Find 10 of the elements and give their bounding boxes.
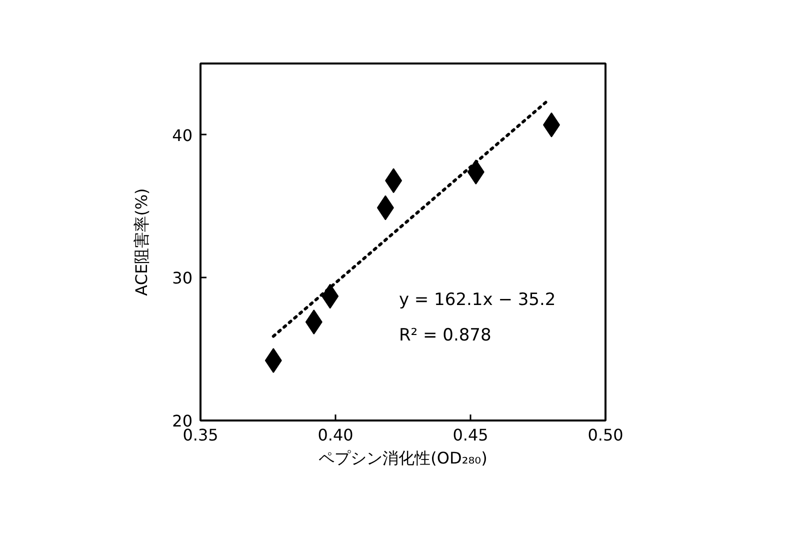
x-tick-label: 0.40 (318, 426, 354, 444)
x-axis-title: ペプシン消化性(OD₂₈₀) (318, 448, 488, 468)
y-tick-label: 40 (172, 126, 192, 145)
y-axis-title: ACE阻害率(%) (132, 188, 152, 296)
x-tick-label: 0.35 (182, 426, 218, 444)
x-tick-label: 0.50 (588, 426, 624, 444)
y-tick-label: 30 (172, 268, 192, 288)
x-tick-label: 0.45 (452, 426, 488, 444)
annotation: y = 162.1x − 35.2 (398, 290, 556, 310)
annotation: R² = 0.878 (398, 326, 492, 346)
